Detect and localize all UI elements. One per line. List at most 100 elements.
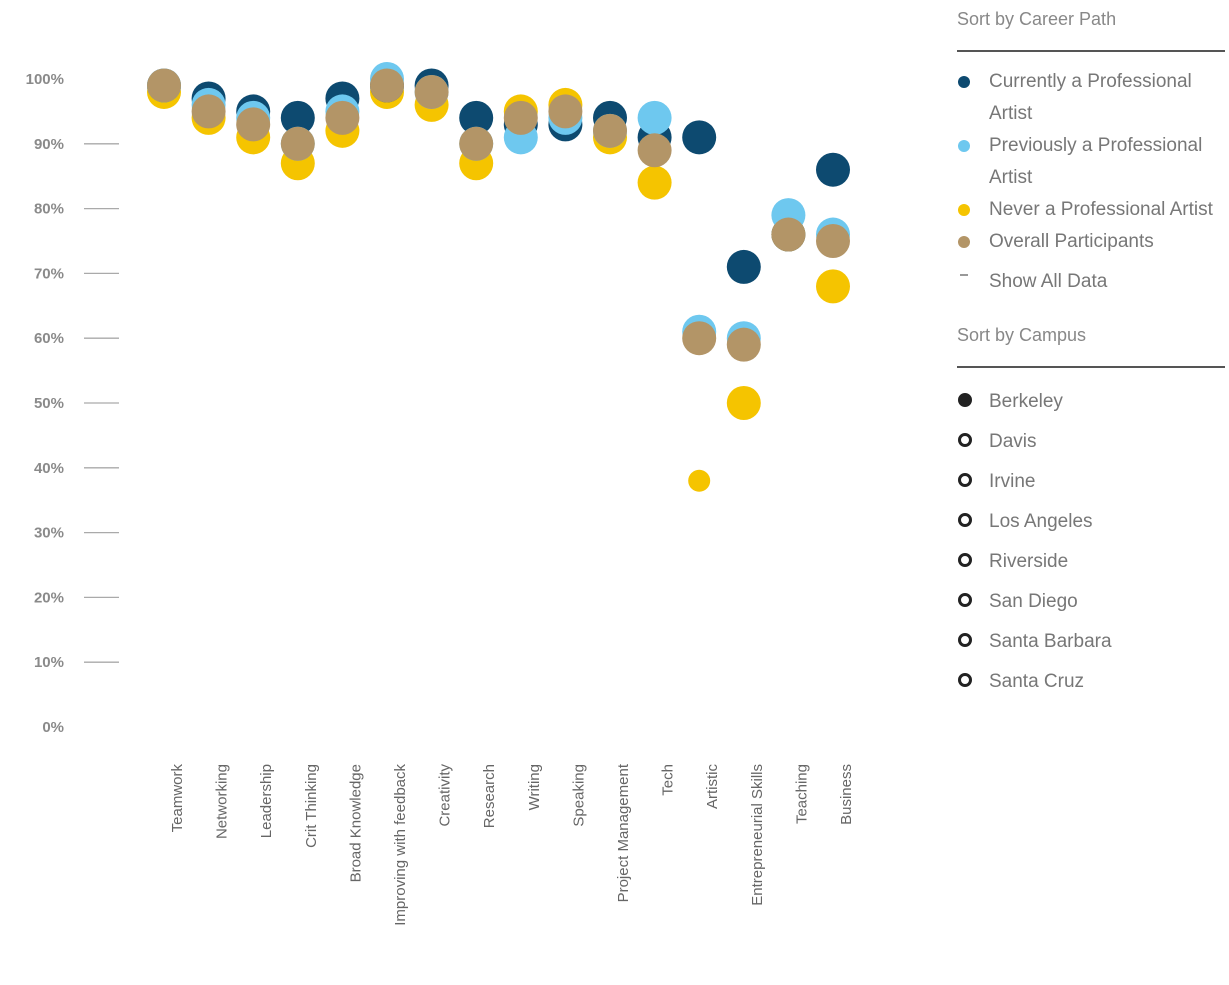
radio-icon: [958, 513, 972, 527]
campus-option-santa-cruz[interactable]: Santa Cruz: [957, 662, 1229, 702]
x-tick-label: Crit Thinking: [303, 764, 320, 848]
x-tick-label: Improving with feedback: [392, 764, 409, 926]
radio-icon: [958, 473, 972, 487]
point-previously-a-professional-artist[interactable]: [637, 100, 672, 135]
legend-panel: Sort by Career Path Currently a Professi…: [957, 0, 1229, 702]
legend-item-never[interactable]: Never a Professional Artist: [957, 194, 1229, 226]
point-overall-participants[interactable]: [726, 327, 761, 362]
campus-option-berkeley[interactable]: Berkeley: [957, 382, 1229, 422]
campus-label: Berkeley: [989, 391, 1063, 412]
y-tick-label: 60%: [34, 330, 64, 347]
point-overall-participants[interactable]: [370, 68, 404, 103]
point-overall-participants[interactable]: [637, 133, 672, 168]
y-axis: 0% 10% 20% 30% 40% 50% 60% 70% 80% 90% 100%: [26, 71, 119, 736]
x-tick-label: Leadership: [258, 764, 275, 838]
y-tick-label: 30%: [34, 525, 64, 542]
radio-checked-icon: [958, 393, 972, 407]
point-overall-participants[interactable]: [503, 100, 538, 135]
point-overall-participants[interactable]: [236, 107, 271, 142]
x-axis: Teamwork Networking Leadership Crit Thinkin…: [169, 763, 855, 926]
y-tick-label: 100%: [26, 71, 64, 88]
y-tick-label: 70%: [34, 265, 64, 282]
campus-option-irvine[interactable]: Irvine: [957, 462, 1229, 502]
y-tick-label: 80%: [34, 201, 64, 218]
point-overall-participants[interactable]: [325, 100, 360, 135]
career-path-divider: [957, 50, 1225, 52]
point-overall-participants[interactable]: [548, 94, 583, 129]
point-overall-participants[interactable]: [816, 224, 850, 258]
x-tick-label: Business: [838, 764, 855, 825]
data-points: [147, 62, 850, 492]
legend-dot-icon: [958, 204, 970, 216]
legend-label: Overall Participants: [989, 231, 1154, 252]
campus-label: Santa Cruz: [989, 671, 1085, 692]
career-path-heading: Sort by Career Path: [957, 9, 1117, 29]
y-tick-label: 20%: [34, 589, 64, 606]
radio-icon: [958, 633, 972, 647]
y-tick-label: 90%: [34, 136, 64, 153]
legend-item-previously[interactable]: Previously a Professional Artist: [957, 130, 1229, 194]
campus-option-riverside[interactable]: Riverside: [957, 542, 1229, 582]
point-currently-a-professional-artist[interactable]: [682, 120, 717, 155]
campus-label: Davis: [989, 431, 1037, 452]
point-overall-participants[interactable]: [682, 321, 717, 356]
x-tick-label: Research: [481, 764, 498, 828]
legend-label: Currently a Professional Artist: [989, 71, 1192, 124]
legend-dot-icon: [958, 76, 970, 88]
point-never-a-professional-artist[interactable]: [688, 469, 711, 492]
x-tick-label: Tech: [660, 764, 677, 796]
radio-icon: [958, 593, 972, 607]
campus-option-san-diego[interactable]: San Diego: [957, 582, 1229, 622]
x-tick-label: Networking: [214, 764, 231, 839]
legend-item-overall[interactable]: Overall Participants: [957, 226, 1229, 258]
x-tick-label: Broad Knowledge: [347, 764, 364, 882]
point-currently-a-professional-artist[interactable]: [816, 152, 850, 187]
y-tick-label: 50%: [34, 395, 64, 412]
legend-label: Never a Professional Artist: [989, 199, 1213, 220]
x-tick-label: Writing: [526, 764, 543, 810]
campus-label: Los Angeles: [989, 511, 1093, 532]
dash-icon: [960, 274, 968, 276]
legend-item-currently[interactable]: Currently a Professional Artist: [957, 66, 1229, 130]
point-overall-participants[interactable]: [280, 126, 315, 161]
point-never-a-professional-artist[interactable]: [637, 165, 672, 200]
radio-icon: [958, 553, 972, 567]
x-tick-label: Artistic: [704, 764, 721, 810]
campus-label: Irvine: [989, 471, 1036, 492]
show-all-data-item[interactable]: Show All Data: [957, 266, 1229, 298]
point-overall-participants[interactable]: [147, 68, 181, 103]
scatter-chart: 0% 10% 20% 30% 40% 50% 60% 70% 80% 90% 100% Teamwo…: [26, 62, 855, 926]
legend-dot-icon: [958, 140, 970, 152]
point-overall-participants[interactable]: [414, 74, 449, 109]
x-tick-label: Creativity: [437, 764, 454, 827]
point-overall-participants[interactable]: [593, 113, 627, 148]
point-never-a-professional-artist[interactable]: [726, 386, 761, 420]
x-tick-label: Teaching: [793, 764, 810, 824]
x-tick-label: Speaking: [570, 764, 587, 827]
radio-icon: [958, 673, 972, 687]
show-all-label: Show All Data: [989, 271, 1108, 292]
campus-label: Riverside: [989, 551, 1069, 572]
point-overall-participants[interactable]: [771, 217, 806, 252]
point-overall-participants[interactable]: [459, 126, 494, 161]
point-currently-a-professional-artist[interactable]: [280, 100, 315, 135]
campus-option-davis[interactable]: Davis: [957, 422, 1229, 462]
y-tick-label: 40%: [34, 460, 64, 477]
legend-dot-icon: [958, 236, 970, 248]
point-never-a-professional-artist[interactable]: [816, 269, 850, 304]
campus-option-los-angeles[interactable]: Los Angeles: [957, 502, 1229, 542]
y-tick-label: 10%: [34, 654, 64, 671]
campus-label: Santa Barbara: [989, 631, 1112, 652]
x-tick-label: Project Management: [615, 763, 632, 902]
campus-option-santa-barbara[interactable]: Santa Barbara: [957, 622, 1229, 662]
point-currently-a-professional-artist[interactable]: [459, 100, 494, 135]
point-currently-a-professional-artist[interactable]: [726, 249, 761, 284]
campus-label: San Diego: [989, 591, 1078, 612]
x-tick-label: Entrepreneurial Skills: [749, 764, 766, 906]
x-tick-label: Teamwork: [169, 764, 186, 833]
point-overall-participants[interactable]: [191, 94, 226, 129]
campus-heading: Sort by Campus: [957, 325, 1087, 345]
radio-icon: [958, 433, 972, 447]
legend-label: Previously a Professional Artist: [989, 135, 1203, 188]
campus-divider: [957, 366, 1225, 368]
